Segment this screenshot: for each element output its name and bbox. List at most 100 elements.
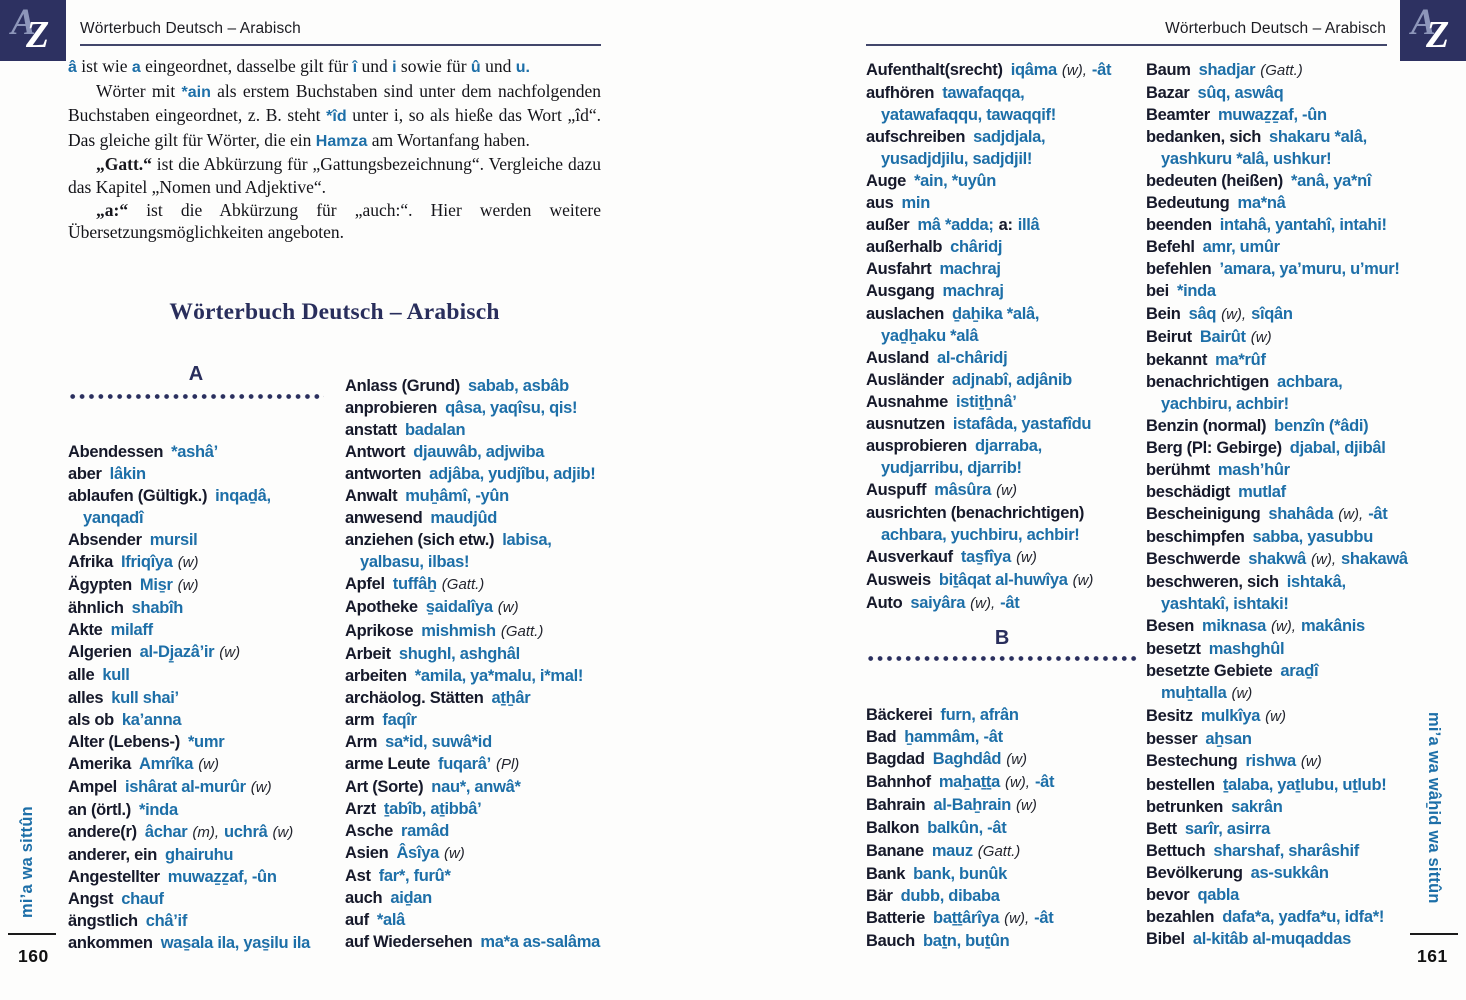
entry-arabic: mâ *adda; [917,216,994,235]
entry-german: an (örtl.) [68,800,131,819]
entry-german: außerhalb [866,238,943,257]
dictionary-entry: Bär dubb, dibaba [866,885,1138,907]
entry-arabic: âchar [144,822,188,841]
logo-letter-a: A [11,2,36,43]
logo-letter-z: Z [1426,14,1450,56]
entry-german: besser [1146,730,1198,749]
dictionary-entry: antworten adjâba, yudjîbu, adjib! [345,463,631,485]
dictionary-entry: anprobieren qâsa, yaqîsu, qis! [345,397,631,419]
entry-arabic: sabba, yasubbu [1252,527,1373,546]
dictionary-entry: Banane mauz (Gatt.) [866,840,1138,863]
entry-german: besetzt [1146,640,1201,659]
entry-arabic: shahâda [1268,504,1334,523]
entry-german: alles [68,688,104,707]
entry-arabic: châ’if [145,911,188,930]
entry-arabic: benzîn (*âdi) [1274,416,1369,435]
entry-arabic: shughl, ashghâl [398,644,520,663]
dictionary-entry: bezahlen dafa*a, yadfa*u, idfa*! [1146,906,1424,928]
dictionary-entry-continuation: yaḏẖaku *alâ [866,325,1138,347]
arabic-term: î [352,59,358,76]
entry-arabic: shakawâ [1341,550,1408,569]
entry-arabic: yanqadî [83,509,144,528]
dictionary-entry: Auge *ain, *uyûn [866,170,1138,192]
entry-arabic: *inda [1176,282,1216,301]
dictionary-entry: Bäckerei furn, afrân [866,704,1138,726]
logo-letter-a: A [1411,2,1436,43]
running-head-right: Wörterbuch Deutsch – Arabisch [1165,20,1386,37]
entry-arabic: qabla [1197,885,1240,904]
entry-german: Berg (Pl: Gebirge) [1146,438,1282,457]
entry-arabic: mishmish [421,621,496,640]
dictionary-entry: Bad ẖammâm, -ât [866,726,1138,748]
arabic-term: u. [515,59,530,76]
dictionary-entry: Ausweis biṯâqat al-huwîya (w) [866,569,1138,592]
footer-rule-left [8,933,56,935]
entry-german: Ausländer [866,370,944,389]
entry-arabic: mauz [931,841,973,860]
dictionary-entry: ankommen was̱ala ila, yas̱ilu ila [68,932,330,954]
dictionary-entry: bekannt ma*rûf [1146,349,1424,371]
entry-arabic: biṯâqat al-huwîya [938,571,1068,590]
entry-german: anderer, ein [68,845,158,864]
entry-arabic: sakrân [1231,797,1283,816]
intro-paragraph: â ist wie a eingeordnet, dasselbe gilt f… [68,55,601,80]
entry-german: bevor [1146,885,1190,904]
dictionary-entry: ähnlich shabîh [68,597,330,619]
entry-german: Besen [1146,617,1195,636]
entry-gender-marker: (w), [1061,62,1087,79]
entry-german: als ob [68,710,114,729]
entry-arabic: aṯẖâr [491,688,531,707]
dictionary-entry: Ausgang machraj [866,280,1138,302]
entry-arabic: chauf [121,889,164,908]
entry-german: befehlen [1146,260,1212,279]
dictionary-entry: besser aẖsan [1146,728,1424,750]
entry-german: arme Leute [345,754,431,773]
entry-arabic: istiṯẖnâ’ [955,392,1017,411]
dictionary-entry: befehlen ’amara, ya’muru, u’mur! [1146,258,1424,280]
entry-arabic: châridj [950,238,1003,257]
dictionary-entry: aufschreiben sadjdjala, [866,126,1138,148]
entry-arabic: al-Baẖrain [933,796,1012,815]
entry-german: Ausweis [866,571,931,590]
header-rule-left [80,44,601,46]
dictionary-entry: ausnutzen istafâda, yastafîdu [866,413,1138,435]
entry-arabic: mutlaf [1238,482,1286,501]
az-logo-right: A Z [1400,0,1466,61]
entry-german: Bestechung [1146,752,1238,771]
dictionary-entry: Bauch baṯn, buṯûn [866,930,1138,952]
entry-german: Baum [1146,61,1191,79]
dictionary-entry: an (örtl.) *inda [68,799,330,821]
dictionary-entry: Arzt ṯabîb, aṯibbâ’ [345,798,631,820]
dictionary-entry: Bettuch sharshaf, sharâshif [1146,840,1424,862]
entry-german: Auspuff [866,480,927,499]
entry-arabic: kull shai’ [111,688,179,707]
entry-arabic: dubb, dibaba [900,886,1000,905]
entry-arabic: amr, umûr [1202,238,1280,257]
dictionary-entry: anderer, ein ghairuhu [68,844,330,866]
entry-german: berühmt [1146,460,1210,479]
entry-arabic: furn, afrân [940,706,1019,725]
entry-abbrev: a: [998,216,1013,235]
entry-german: aber [68,465,102,484]
entry-german: Banane [866,841,924,860]
entry-arabic: ẖammâm, -ât [904,728,1003,747]
entry-gender-marker: (Pl) [495,755,520,773]
entry-arabic: aẖsan [1205,730,1252,749]
entry-german: besetzte Gebiete [1146,662,1273,681]
dictionary-entry: beschädigt mutlaf [1146,481,1424,503]
entry-german: archäolog. Stätten [345,688,484,707]
entry-german: Angst [68,889,114,908]
intro-text-run: ist die Abkürzung für „Gattungsbezeichnu… [68,154,601,197]
entry-gender-marker: (w), [1338,505,1364,523]
entry-german: Beirut [1146,327,1192,346]
entry-german: Amerika [68,754,132,773]
intro-paragraph: „a:“ ist die Abkürzung für „auch:“. Hier… [68,199,601,244]
dictionary-entry: Anlass (Grund) sabab, asbâb [345,375,631,397]
entry-gender-marker: (w) [1006,751,1028,769]
entry-arabic: achbara, [1276,372,1343,391]
dictionary-entry-continuation: yusadjdjilu, sadjdjil! [866,148,1138,170]
entry-german: bestellen [1146,775,1215,794]
dictionary-entry-continuation: yashtakî, ishtaki! [1146,593,1424,615]
entry-german: Arzt [345,799,376,818]
dictionary-entry: anziehen (sich etw.) labisa, [345,529,631,551]
